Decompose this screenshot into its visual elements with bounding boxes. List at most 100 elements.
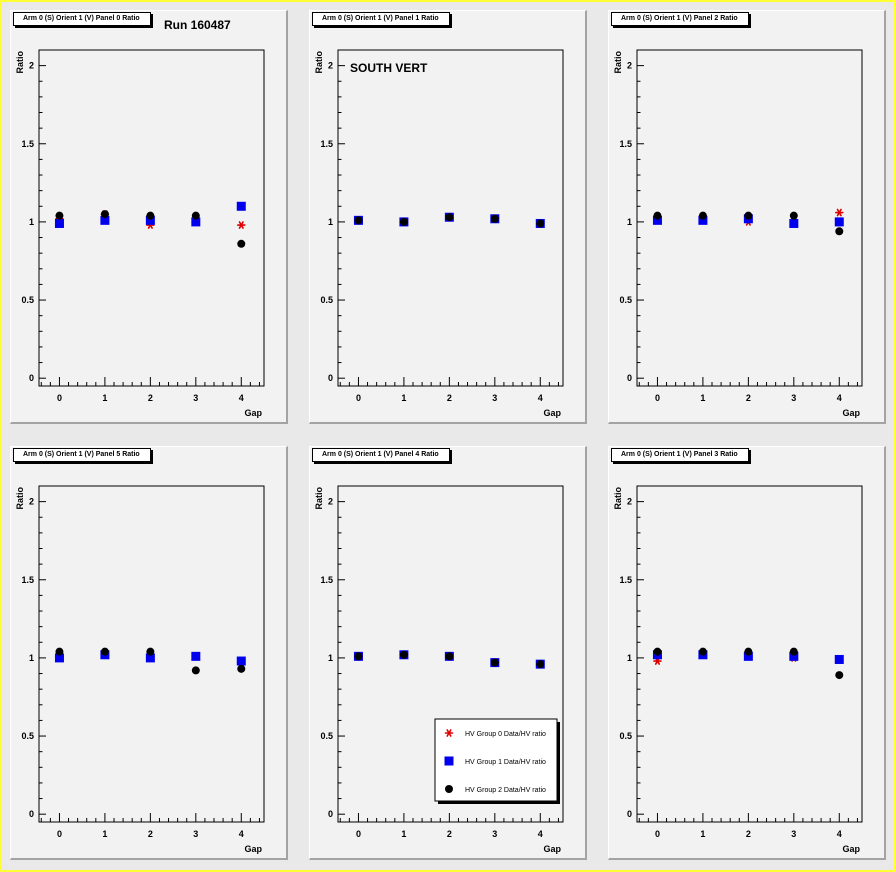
data-point-square [191,217,201,227]
data-point-square [789,218,799,228]
data-point-circle [191,666,200,675]
y-tick-label: 0.5 [320,731,333,741]
y-tick-label: 1.5 [320,575,333,585]
data-point-square [743,651,753,661]
y-axis-label: Ratio [314,50,324,73]
data-point-circle [789,211,798,220]
y-tick-label: 1.5 [619,139,632,149]
y-tick-label: 1.5 [21,139,34,149]
data-point-square [834,654,844,664]
data-point-circle [536,219,545,228]
data-point-circle [835,227,844,236]
x-tick-label: 0 [356,829,361,839]
data-point-square [834,217,844,227]
data-point-circle [490,214,499,223]
y-tick-label: 0 [29,809,34,819]
pad-title: Arm 0 (S) Orient 1 (V) Panel 2 Ratio [611,12,749,26]
y-tick-label: 0 [627,373,632,383]
data-point-square [145,653,155,663]
data-point-circle [399,650,408,659]
y-tick-label: 0 [328,373,333,383]
legend-entry-label: HV Group 2 Data/HV ratio [465,787,546,794]
data-point-star [834,208,844,217]
y-tick-label: 1.5 [320,139,333,149]
x-tick-label: 1 [401,829,406,839]
pad-title: Arm 0 (S) Orient 1 (V) Panel 0 Ratio [13,12,151,26]
x-tick-label: 0 [57,829,62,839]
data-point-circle [698,211,707,220]
data-point-circle [191,211,200,220]
x-tick-label: 0 [57,393,62,403]
data-point-circle [146,211,155,220]
x-tick-label: 0 [356,393,361,403]
data-point-circle [445,652,454,661]
legend-box [434,718,558,802]
y-axis-label: Ratio [613,50,623,73]
data-point-square [145,215,155,225]
data-point-circle [490,658,499,667]
data-point-star [236,221,246,229]
y-tick-label: 1.5 [21,575,34,585]
x-tick-label: 3 [193,393,198,403]
data-point-circle [354,216,363,225]
x-axis-label: Gap [244,844,262,854]
x-axis-label: Gap [543,408,561,418]
data-point-square [54,653,64,663]
data-point-circle [536,660,545,669]
x-tick-label: 2 [148,829,153,839]
y-tick-label: 2 [627,61,632,71]
x-axis-label: Gap [842,844,860,854]
data-point-circle [399,217,408,226]
legend-marker-star [444,729,454,737]
pad-panel-1: 0 0.5 1 1.5 2 0 1 2 3 4 Gap Ratio Arm 0 (S) Orient … [309,10,587,424]
data-point-circle [653,647,662,656]
x-tick-label: 2 [746,393,751,403]
x-tick-label: 4 [837,393,842,403]
x-tick-label: 4 [538,393,543,403]
data-point-circle [146,647,155,656]
y-tick-label: 0.5 [619,731,632,741]
y-tick-label: 0 [328,809,333,819]
data-point-circle [445,213,454,222]
y-tick-label: 2 [328,61,333,71]
orientation-annotation: SOUTH VERT [350,61,428,75]
y-axis-label: Ratio [314,486,324,509]
y-tick-label: 0.5 [320,295,333,305]
x-tick-label: 2 [447,829,452,839]
data-point-square [236,201,246,211]
x-axis-label: Gap [842,408,860,418]
legend-entry-label: HV Group 0 Data/HV ratio [465,731,546,738]
y-tick-label: 1 [29,217,34,227]
x-tick-label: 2 [148,393,153,403]
data-point-circle [55,211,64,220]
y-tick-label: 0.5 [21,295,34,305]
y-axis-label: Ratio [15,486,25,509]
x-tick-label: 0 [655,393,660,403]
y-axis-label: Ratio [613,486,623,509]
data-point-square [789,651,799,661]
data-point-circle [789,647,798,656]
y-tick-label: 2 [627,497,632,507]
x-tick-label: 1 [700,829,705,839]
pad-panel-2: 0 0.5 1 1.5 2 0 1 2 3 4 Gap Ratio Arm 0 (S) Orient … [608,10,886,424]
pad-title: Arm 0 (S) Orient 1 (V) Panel 3 Ratio [611,448,749,462]
y-tick-label: 1.5 [619,575,632,585]
y-tick-label: 2 [29,61,34,71]
y-tick-label: 2 [328,497,333,507]
x-tick-label: 1 [102,393,107,403]
y-tick-label: 1 [29,653,34,663]
y-tick-label: 1 [627,217,632,227]
y-tick-label: 1 [328,217,333,227]
x-tick-label: 2 [746,829,751,839]
x-tick-label: 3 [492,393,497,403]
data-point-circle [237,664,246,673]
data-point-circle [354,652,363,661]
y-tick-label: 0 [29,373,34,383]
y-tick-label: 1 [328,653,333,663]
data-point-circle [744,211,753,220]
data-point-square [698,215,708,225]
